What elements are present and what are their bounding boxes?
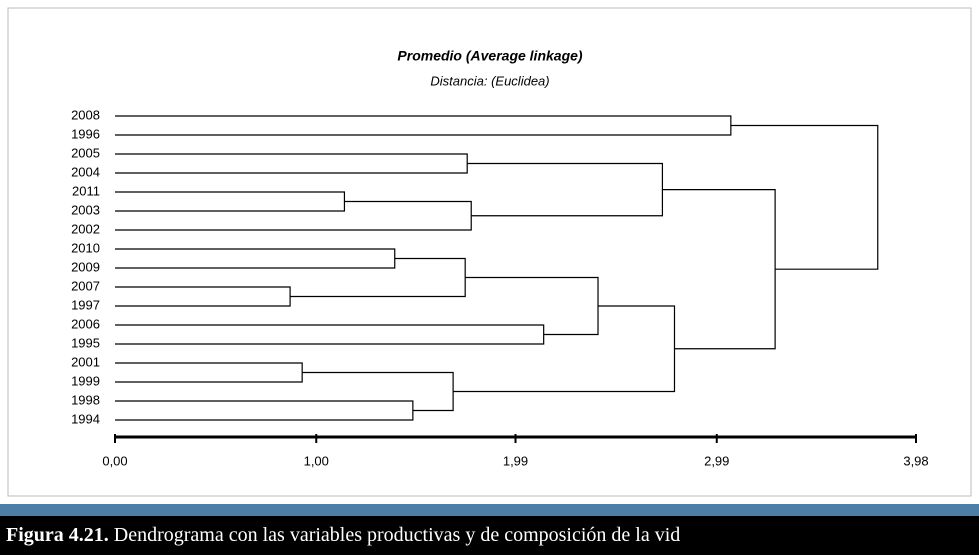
leaf-label: 1996 xyxy=(71,126,100,141)
caption-text: Dendrograma con las variables productiva… xyxy=(113,524,681,546)
x-tick-label: 3,98 xyxy=(903,453,928,468)
merge-bracket xyxy=(467,162,664,217)
merge-bracket xyxy=(115,248,396,269)
leaf-label: 1997 xyxy=(71,297,100,312)
leaf-label: 2006 xyxy=(71,316,100,331)
x-tick-label: 2,99 xyxy=(704,453,729,468)
x-tick-label: 0,00 xyxy=(102,453,127,468)
chart: Promedio (Average linkage) Distancia: (E… xyxy=(7,7,972,497)
stripe xyxy=(0,504,979,516)
leaf-label: 2003 xyxy=(71,202,100,217)
merge-bracket xyxy=(730,124,879,270)
merge-bracket xyxy=(453,305,676,393)
caption-label: Figura 4.21. xyxy=(6,524,109,546)
x-tick-label: 1,00 xyxy=(304,453,329,468)
merge-bracket xyxy=(115,153,468,174)
leaf-label: 2004 xyxy=(71,164,100,179)
leaf-label: 1995 xyxy=(71,335,100,350)
leaf-label: 2005 xyxy=(71,145,100,160)
chart-subtitle: Distancia: (Euclidea) xyxy=(430,73,549,88)
leaf-label: 2010 xyxy=(71,240,100,255)
leaf-label: 2011 xyxy=(72,183,100,198)
chart-border xyxy=(7,7,972,497)
leaf-label: 2008 xyxy=(71,107,100,122)
merge-bracket xyxy=(115,115,732,136)
x-tick-label: 1,99 xyxy=(503,453,528,468)
merge-bracket xyxy=(115,191,346,212)
leaf-label: 2002 xyxy=(71,221,100,236)
leaf-label: 2001 xyxy=(71,354,100,369)
leaf-label: 1999 xyxy=(71,373,100,388)
leaf-label: 1998 xyxy=(71,392,100,407)
merge-bracket xyxy=(115,400,414,421)
caption: Figura 4.21. Dendrograma con las variable… xyxy=(0,516,979,555)
leaf-label: 1994 xyxy=(71,411,100,426)
merge-bracket xyxy=(115,362,303,383)
leaf-label: 2009 xyxy=(71,259,100,274)
leaf-label: 2007 xyxy=(71,278,100,293)
chart-title: Promedio (Average linkage) xyxy=(397,48,583,64)
merge-bracket xyxy=(465,276,599,336)
